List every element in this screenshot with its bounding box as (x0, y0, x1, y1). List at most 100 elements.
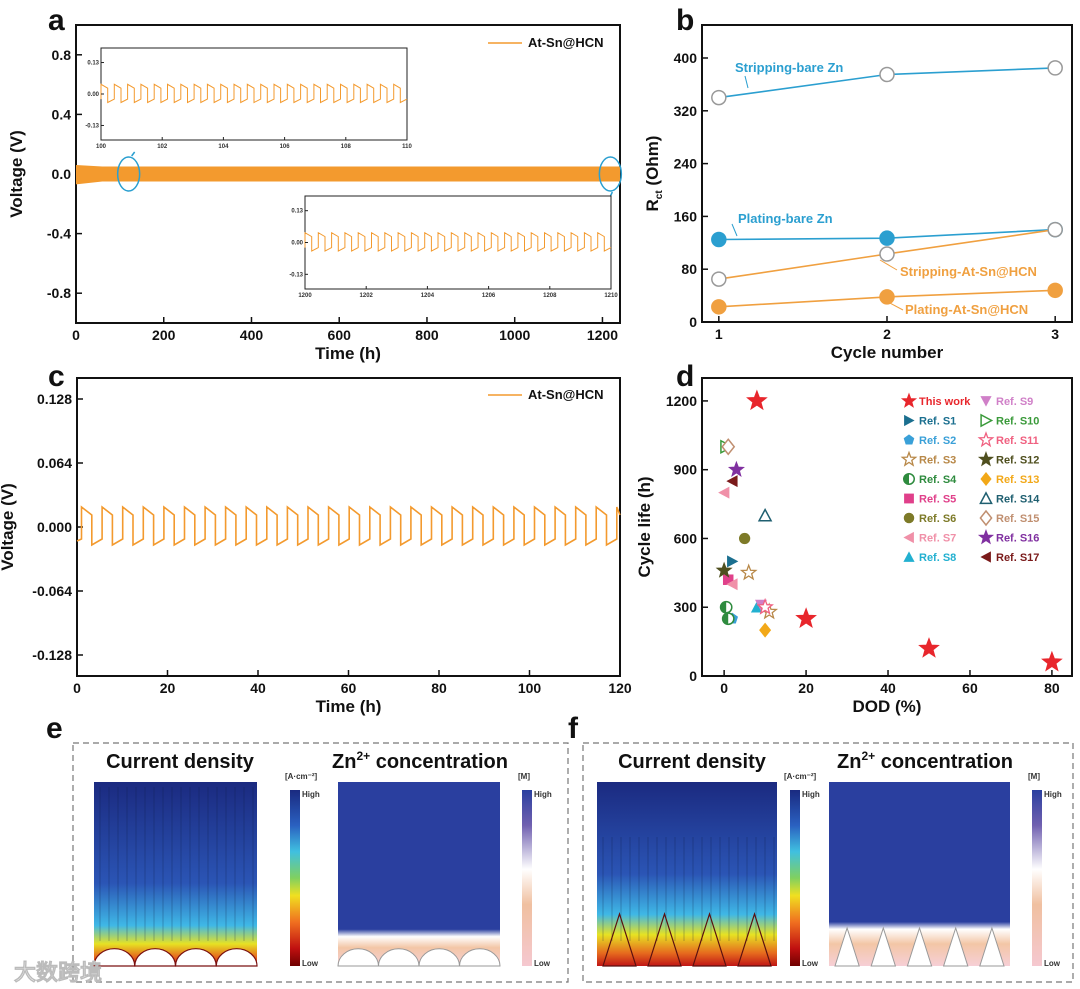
b-series (711, 221, 1063, 248)
f-current-unit: [A·cm⁻²] (784, 772, 817, 781)
b-data-point (879, 66, 895, 83)
b-data-point (1047, 60, 1063, 76)
b-xlabel: Cycle number (831, 343, 944, 362)
b-data-point (711, 89, 727, 106)
d-legend-marker (900, 450, 918, 467)
d-ylabel: Cycle life (h) (635, 476, 654, 577)
c-ylabel: Voltage (V) (0, 483, 17, 571)
d-legend-label: Ref. S9 (996, 396, 1033, 408)
d-series: Ref. S17 (726, 475, 1039, 564)
a-inset-xtick-label: 108 (341, 144, 352, 150)
d-legend-label: Ref. S12 (996, 455, 1039, 467)
b-series-annotation: Stripping-bare Zn (735, 60, 843, 75)
a-xtick-label: 800 (415, 327, 439, 343)
e-concentration-map (338, 782, 500, 966)
d-legend-marker (980, 396, 992, 407)
d-data-point (739, 563, 758, 581)
d-legend-marker-half (903, 473, 909, 485)
d-data-point (795, 607, 817, 628)
a-xtick-label: 400 (240, 327, 264, 343)
d-data-point (722, 574, 734, 585)
e-current-unit: [A·cm⁻²] (285, 772, 318, 781)
e-current-colorbar (290, 790, 300, 966)
a-inset: 100 102 104 106 108 110 0.13 0.00 -0.13 (85, 47, 412, 150)
a-inset-xtick-label: 104 (218, 144, 229, 150)
d-data-point (759, 622, 772, 638)
panel-label-b: b (676, 4, 694, 37)
a-inset-xtick-label: 106 (280, 144, 291, 150)
d-xtick-label: 0 (720, 680, 728, 696)
b-ylabel-sub: ct (654, 190, 665, 200)
b-xtick-label: 2 (883, 326, 891, 342)
d-data-point (721, 612, 735, 626)
d-series: This work (746, 389, 1063, 672)
d-data-point (750, 601, 763, 613)
f-zn-deposit (834, 926, 860, 967)
d-series: Ref. S12 (715, 451, 1039, 578)
a-highlight-ellipse (598, 156, 623, 192)
c-voltage-series (76, 505, 621, 547)
a-inset-xtick-label: 1210 (604, 293, 618, 299)
d-data-point (715, 561, 733, 578)
d-legend-label: Ref. S3 (919, 455, 956, 467)
e-conc-unit: [M] (518, 772, 530, 781)
b-ytick-label: 240 (674, 156, 698, 172)
d-data-point (718, 486, 730, 499)
c-legend-label: At-Sn@HCN (528, 387, 604, 402)
panel-label-f: f (568, 712, 579, 745)
a-inset-ytick-label: 0.13 (291, 209, 303, 215)
c-xtick-label: 80 (431, 680, 447, 696)
c-xtick-label: 40 (250, 680, 266, 696)
d-legend-marker (904, 414, 915, 427)
c-ytick-label: 0.128 (37, 391, 72, 407)
d-legend-label: Ref. S16 (996, 533, 1039, 545)
d-legend-marker (900, 392, 918, 408)
a-inset-xtick-label: 1200 (298, 293, 312, 299)
d-series: Ref. S5 (722, 494, 956, 585)
e-current-title: Current density (106, 751, 255, 773)
d-ytick-label: 0 (689, 668, 697, 684)
e-zn-deposit (174, 948, 217, 967)
a-ylabel: Voltage (V) (7, 130, 26, 218)
a-inset-xtick-label: 110 (402, 144, 412, 150)
d-xtick-label: 40 (880, 680, 896, 696)
a-legend-label: At-Sn@HCN (528, 35, 604, 50)
b-data-point (711, 299, 727, 315)
e-conc-title: Zn2+ concentration (332, 749, 508, 773)
b-annotation-pointer (887, 301, 904, 311)
d-series: Ref. S8 (750, 551, 956, 613)
d-data-point (738, 532, 751, 545)
d-legend-marker (979, 509, 993, 527)
c-xtick-label: 120 (608, 680, 632, 696)
a-inset-ytick-label: -0.13 (289, 272, 303, 278)
b-ytick-label: 0 (689, 314, 697, 330)
d-axes: 0 20 40 60 80 0 300 600 900 1200 DOD (%) Cycle life… (635, 377, 1073, 716)
d-legend-marker (979, 491, 993, 505)
f-current-colorbar (790, 790, 800, 966)
e-zn-deposit (337, 948, 380, 967)
b-data-point (1047, 282, 1063, 299)
d-legend-marker (980, 472, 992, 486)
e-zn-deposit (215, 948, 258, 967)
b-annotation-pointer (744, 75, 749, 89)
a-ytick-label: 0.8 (52, 47, 72, 63)
b-xtick-label: 3 (1051, 326, 1059, 342)
d-legend-label: Ref. S14 (996, 494, 1040, 506)
d-data-point (726, 475, 738, 488)
e-zn-deposit (93, 948, 136, 967)
d-legend-marker (903, 512, 915, 524)
f-zn-deposit (870, 926, 897, 967)
b-data-point (711, 231, 727, 248)
panel-e-frame (72, 742, 569, 983)
f-zn-deposit (979, 926, 1005, 967)
a-xtick-label: 600 (328, 327, 352, 343)
e-zn-deposit (377, 948, 420, 967)
a-inset-xtick-label: 1206 (482, 293, 496, 299)
d-ytick-label: 1200 (666, 393, 697, 409)
d-plot-frame (701, 377, 1073, 677)
d-legend-label: Ref. S5 (919, 494, 956, 506)
a-ytick-label: -0.4 (47, 226, 71, 242)
b-xtick-label: 1 (715, 326, 723, 342)
